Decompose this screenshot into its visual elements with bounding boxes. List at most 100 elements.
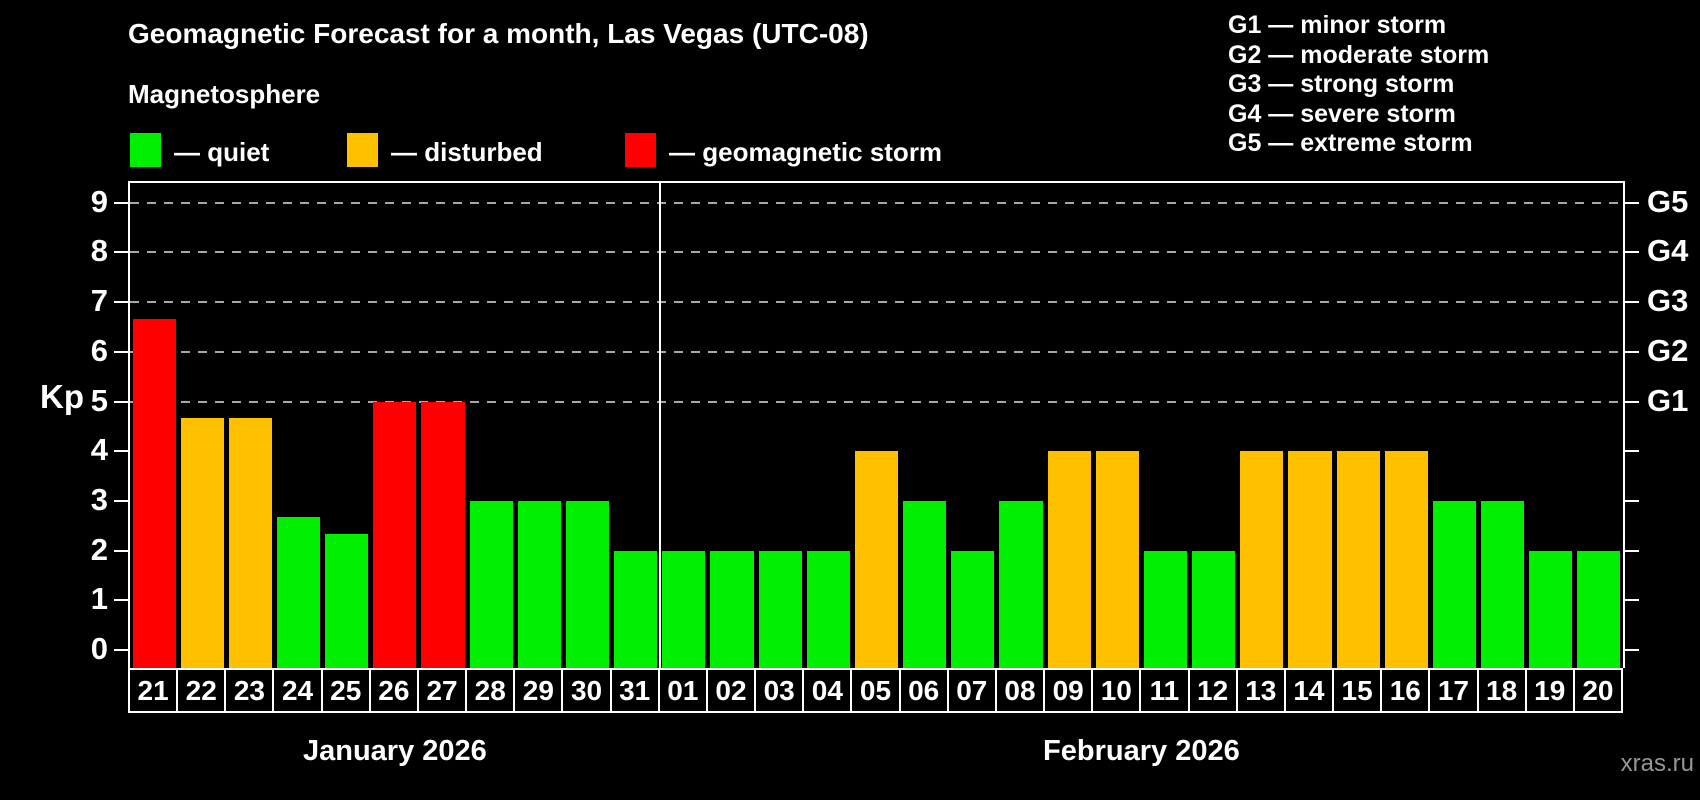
disturbed-legend-label: — disturbed xyxy=(391,137,543,167)
date-cell-05: 05 xyxy=(850,668,901,713)
bar-day-05 xyxy=(854,451,899,668)
left-tick-kp7 xyxy=(114,301,128,304)
date-cell-17: 17 xyxy=(1428,668,1479,713)
quiet-legend-swatch xyxy=(130,133,161,167)
bar-day-08 xyxy=(999,500,1043,668)
gridline-kp6 xyxy=(130,350,1623,353)
month-label-january: January 2026 xyxy=(302,735,487,767)
date-cell-14: 14 xyxy=(1283,668,1335,713)
month-label-february: February 2026 xyxy=(1043,735,1240,767)
y-axis-label-0: 0 xyxy=(90,631,108,666)
bar-day-19 xyxy=(1529,550,1573,668)
bar-day-26 xyxy=(373,401,417,668)
bar-day-07 xyxy=(951,550,995,668)
date-cell-31: 31 xyxy=(609,668,660,713)
storm-scale-line-2: G2 — moderate storm xyxy=(1228,40,1490,69)
date-cell-16: 16 xyxy=(1380,668,1431,713)
date-cell-06: 06 xyxy=(898,668,949,713)
date-cell-19: 19 xyxy=(1524,668,1575,713)
date-cell-15: 15 xyxy=(1332,668,1383,713)
y-axis-label-1: 1 xyxy=(90,581,108,617)
bar-day-21 xyxy=(132,318,176,668)
gridline-kp7 xyxy=(130,301,1623,304)
bar-day-20 xyxy=(1577,550,1621,668)
date-cell-28: 28 xyxy=(465,668,516,713)
bar-day-28 xyxy=(469,500,513,668)
left-tick-kp4 xyxy=(114,450,128,453)
date-cell-04: 04 xyxy=(802,668,853,713)
right-tick-kp4 xyxy=(1625,450,1639,453)
bar-day-16 xyxy=(1384,451,1428,668)
bar-day-17 xyxy=(1432,500,1476,668)
bar-day-11 xyxy=(1143,550,1188,668)
bar-day-23 xyxy=(228,417,272,668)
y-axis-label-3: 3 xyxy=(90,481,108,517)
date-cell-12: 12 xyxy=(1187,668,1238,713)
left-tick-kp2 xyxy=(114,549,128,552)
left-tick-kp5 xyxy=(114,400,128,403)
chart-title: Geomagnetic Forecast for a month, Las Ve… xyxy=(128,18,869,49)
storm-legend-label: — geomagnetic storm xyxy=(669,137,943,167)
storm-legend-swatch xyxy=(625,133,656,167)
chart-subtitle: Magnetosphere xyxy=(128,79,321,109)
date-cell-21: 21 xyxy=(128,668,179,713)
date-cell-29: 29 xyxy=(513,668,564,713)
bar-day-04 xyxy=(806,550,850,668)
date-cell-20: 20 xyxy=(1572,668,1623,713)
storm-scale-line-1: G1 — minor storm xyxy=(1228,11,1447,39)
bar-day-29 xyxy=(517,500,561,668)
bar-day-24 xyxy=(276,517,321,668)
gridline-kp8 xyxy=(130,251,1623,254)
kp-axis-title: Kp xyxy=(40,378,84,415)
date-cell-11: 11 xyxy=(1139,668,1190,713)
right-tick-kp1 xyxy=(1625,599,1639,602)
right-axis-label-g4: G4 xyxy=(1647,233,1689,269)
bar-day-22 xyxy=(180,417,224,668)
left-tick-kp1 xyxy=(114,599,128,602)
left-tick-kp9 xyxy=(114,201,128,204)
bar-day-10 xyxy=(1095,451,1139,668)
date-cell-25: 25 xyxy=(320,668,371,713)
date-cell-09: 09 xyxy=(1043,668,1094,713)
y-axis-label-4: 4 xyxy=(90,432,108,468)
y-axis-label-6: 6 xyxy=(90,332,108,368)
right-tick-kp7 xyxy=(1625,301,1639,304)
right-tick-kp5 xyxy=(1625,400,1639,403)
storm-scale-legend: G1 — minor storm G2 — moderate storm G3 — … xyxy=(1228,11,1489,159)
bar-day-09 xyxy=(1047,451,1091,668)
right-tick-kp3 xyxy=(1625,499,1639,502)
right-tick-kp0 xyxy=(1625,649,1639,651)
bar-day-01 xyxy=(662,550,706,668)
right-tick-kp2 xyxy=(1625,549,1639,552)
y-axis-label-9: 9 xyxy=(90,183,108,219)
bar-day-27 xyxy=(421,401,465,668)
left-tick-kp8 xyxy=(114,251,128,254)
gridline-kp5 xyxy=(130,400,1623,403)
date-cell-07: 07 xyxy=(946,668,997,713)
bar-day-30 xyxy=(565,500,610,668)
disturbed-legend-swatch xyxy=(347,133,378,167)
date-cell-22: 22 xyxy=(176,668,227,713)
gridline-kp9 xyxy=(130,201,1623,204)
left-tick-kp3 xyxy=(114,499,128,502)
date-cell-10: 10 xyxy=(1091,668,1142,713)
bar-day-31 xyxy=(614,550,658,668)
bar-day-13 xyxy=(1240,451,1284,668)
y-axis-label-5: 5 xyxy=(90,382,108,418)
storm-scale-line-4: G4 — severe storm xyxy=(1228,99,1456,128)
bar-day-02 xyxy=(710,550,754,668)
right-axis-label-g5: G5 xyxy=(1647,183,1689,219)
date-cell-23: 23 xyxy=(224,668,275,713)
date-cell-03: 03 xyxy=(754,668,805,713)
bar-day-14 xyxy=(1288,451,1332,668)
date-cell-02: 02 xyxy=(705,668,757,713)
right-axis-label-g1: G1 xyxy=(1647,382,1689,418)
month-separator-line xyxy=(658,183,661,668)
date-cell-18: 18 xyxy=(1476,668,1527,713)
bar-day-06 xyxy=(903,500,947,668)
date-cell-01: 01 xyxy=(657,668,708,713)
quiet-legend-label: — quiet xyxy=(174,137,270,167)
date-cell-08: 08 xyxy=(994,668,1046,713)
left-tick-kp6 xyxy=(114,350,128,353)
bar-day-15 xyxy=(1336,451,1380,668)
